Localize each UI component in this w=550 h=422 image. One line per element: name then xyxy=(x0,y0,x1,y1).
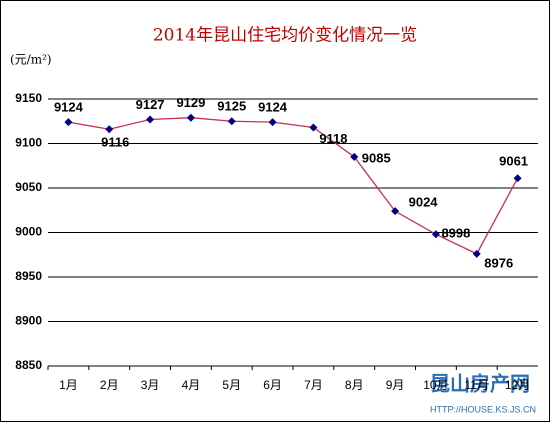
x-tick-label: 9月 xyxy=(386,378,405,392)
data-label: 9124 xyxy=(258,100,288,115)
point xyxy=(227,117,236,126)
x-tick-label: 12月 xyxy=(505,378,530,392)
point xyxy=(431,230,440,239)
y-axis-label: (元/m²) xyxy=(10,53,52,67)
y-tick-label: 9150 xyxy=(15,91,42,105)
x-tick-label: 2月 xyxy=(100,378,119,392)
data-label: 9024 xyxy=(409,195,439,210)
point xyxy=(350,152,359,161)
point xyxy=(186,113,195,122)
y-tick-label: 9000 xyxy=(15,225,42,239)
data-label: 9125 xyxy=(217,99,246,114)
x-tick-label: 1月 xyxy=(59,378,78,392)
point xyxy=(146,115,155,124)
line xyxy=(68,117,519,255)
point xyxy=(309,123,318,132)
x-tick-label: 5月 xyxy=(222,378,241,392)
watermark: 昆山房产网 xyxy=(430,371,530,395)
chart-title: 2014年昆山住宅均价变化情况一览 xyxy=(153,26,417,46)
x-tick-label: 8月 xyxy=(345,378,364,392)
point xyxy=(472,249,481,258)
data-label: 9061 xyxy=(499,154,528,169)
x-tick-label: 6月 xyxy=(263,378,282,392)
x-tick-label: 3月 xyxy=(141,378,160,392)
y-tick-label: 9100 xyxy=(15,136,42,150)
point xyxy=(391,207,400,216)
x-tick-label: 4月 xyxy=(182,378,201,392)
point xyxy=(268,118,277,127)
point xyxy=(105,125,114,134)
data-label: 8976 xyxy=(484,255,513,270)
data-label: 9129 xyxy=(176,95,205,110)
watermark: HTTP://HOUSE.KS.JS.CN xyxy=(430,404,536,414)
x-tick-label: 11月 xyxy=(465,378,489,392)
data-label: 9085 xyxy=(362,150,391,165)
data-label: 8998 xyxy=(441,226,470,241)
x-tick-label: 7月 xyxy=(304,378,323,392)
data-label: 9116 xyxy=(101,135,129,150)
y-tick-label: 8900 xyxy=(15,314,42,328)
y-tick-label: 8850 xyxy=(15,358,42,372)
point xyxy=(513,174,522,183)
data-label: 9124 xyxy=(54,100,84,115)
data-label: 9118 xyxy=(319,131,347,146)
data-label: 9127 xyxy=(136,97,165,112)
y-tick-label: 8950 xyxy=(15,269,42,283)
point xyxy=(64,118,73,127)
y-tick-label: 9050 xyxy=(15,180,42,194)
x-tick-label: 10月 xyxy=(423,378,448,392)
